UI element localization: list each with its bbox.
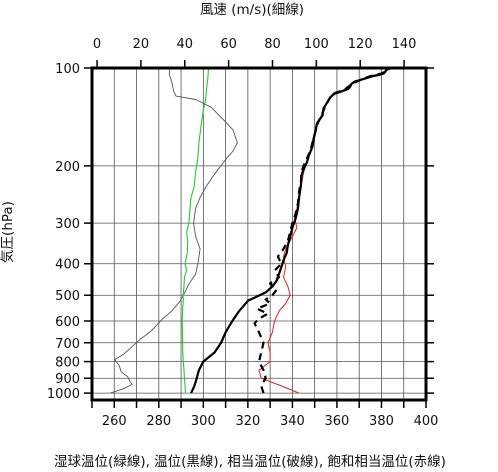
top-axis-title: 風速 (m/s)(細線) [200,2,304,18]
series-line-pt [190,66,391,394]
bottom-tick-label: 360 [325,414,350,429]
plot-frame [90,66,428,402]
grid [92,68,426,400]
y-tick-label: 800 [55,356,80,371]
y-tick-label: 100 [55,62,80,77]
left-axis-title: 気圧(hPa) [0,201,16,263]
top-tick-label: 20 [133,37,150,52]
bottom-tick-label: 320 [235,414,260,429]
bottom-tick-label: 340 [280,414,305,429]
series-line-wet-bulb-pt [181,67,210,394]
bottom-tick-label: 300 [191,414,216,429]
y-tick-label: 500 [55,289,80,304]
top-tick-label: 0 [93,37,101,52]
series-line-wind [110,68,238,394]
top-tick-label: 100 [304,37,329,52]
y-tick-label: 400 [55,258,80,273]
y-tick-label: 700 [55,337,80,352]
bottom-tick-label: 280 [146,414,171,429]
series-layer [110,66,391,394]
top-tick-label: 80 [264,37,281,52]
top-tick-label: 120 [348,37,373,52]
bottom-tick-label: 260 [102,414,127,429]
bottom-tick-label: 400 [414,414,439,429]
bottom-tick-label: 380 [369,414,394,429]
y-tick-label: 600 [55,315,80,330]
top-tick-label: 40 [176,37,193,52]
y-tick-label: 200 [55,160,80,175]
series-line-sept [258,67,391,394]
y-tick-label: 300 [55,217,80,232]
y-tick-label: 900 [55,372,80,387]
top-tick-label: 140 [392,37,417,52]
top-tick-label: 60 [220,37,237,52]
bottom-axis-title: 湿球温位(緑線), 温位(黒線), 相当温位(破線), 飽和相当温位(赤線) [54,454,446,470]
y-tick-label: 1000 [47,387,80,402]
series-line-ept [253,67,391,394]
